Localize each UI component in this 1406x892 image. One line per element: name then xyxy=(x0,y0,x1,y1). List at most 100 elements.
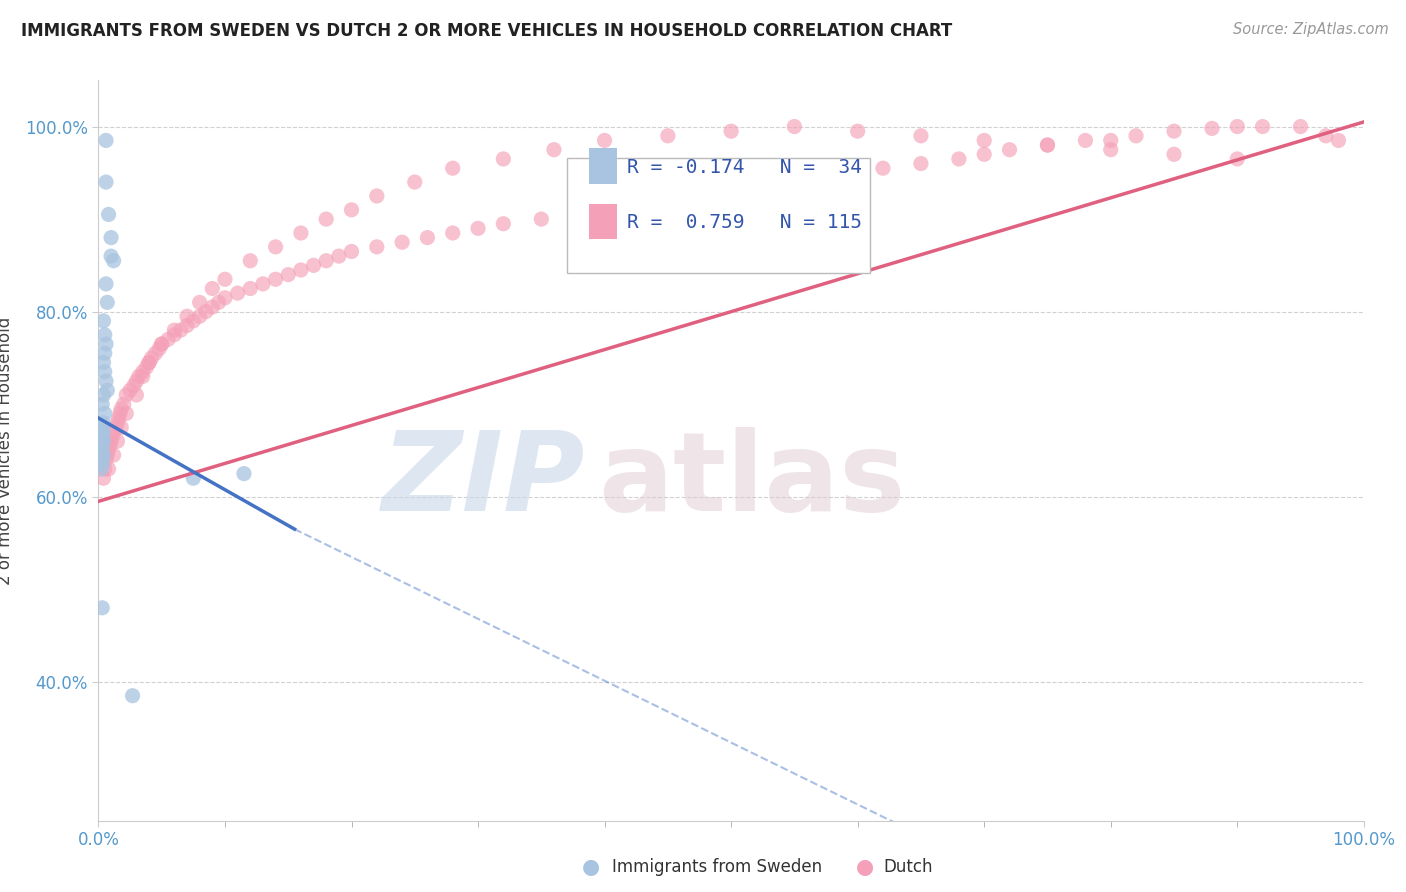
Point xyxy=(93,388,115,402)
Point xyxy=(96,448,118,462)
Point xyxy=(150,337,173,351)
Point xyxy=(93,327,117,342)
Point xyxy=(138,355,160,369)
Point xyxy=(110,420,132,434)
Point xyxy=(163,323,186,337)
Point xyxy=(93,314,115,328)
Point xyxy=(97,207,120,221)
Text: atlas: atlas xyxy=(599,426,905,533)
Point xyxy=(416,230,439,244)
Point xyxy=(1315,128,1337,143)
Point xyxy=(226,286,249,301)
Point xyxy=(93,448,115,462)
Point xyxy=(93,365,117,379)
Point xyxy=(1099,143,1122,157)
Point xyxy=(302,259,325,273)
Point xyxy=(1099,133,1122,147)
Point xyxy=(201,281,224,295)
Point xyxy=(340,202,363,217)
Point xyxy=(100,434,122,449)
Point xyxy=(1327,133,1350,147)
Point xyxy=(846,124,869,138)
Point xyxy=(97,443,120,458)
Point xyxy=(100,249,122,263)
Point xyxy=(492,152,515,166)
Point xyxy=(163,327,186,342)
Point xyxy=(94,452,117,467)
Point xyxy=(340,244,363,259)
Point xyxy=(93,407,117,421)
Point xyxy=(148,342,170,356)
Point xyxy=(115,388,138,402)
Point xyxy=(467,221,489,235)
Point xyxy=(745,179,768,194)
Text: Source: ZipAtlas.com: Source: ZipAtlas.com xyxy=(1233,22,1389,37)
Point xyxy=(391,235,413,250)
Point xyxy=(366,189,388,203)
Point xyxy=(208,295,231,310)
Point xyxy=(1226,152,1249,166)
Point xyxy=(1163,147,1185,161)
Point xyxy=(441,161,464,176)
Text: R =  0.759   N = 115: R = 0.759 N = 115 xyxy=(627,213,862,232)
Point xyxy=(530,212,553,227)
Text: IMMIGRANTS FROM SWEDEN VS DUTCH 2 OR MORE VEHICLES IN HOUSEHOLD CORRELATION CHAR: IMMIGRANTS FROM SWEDEN VS DUTCH 2 OR MOR… xyxy=(21,22,952,40)
Point xyxy=(101,429,124,443)
Point xyxy=(145,346,166,360)
Point xyxy=(948,152,970,166)
Point xyxy=(366,240,388,254)
Point xyxy=(1074,133,1097,147)
Point xyxy=(91,452,114,467)
Point xyxy=(91,458,114,472)
FancyBboxPatch shape xyxy=(589,204,617,239)
Text: ●: ● xyxy=(856,857,873,877)
Point xyxy=(543,143,565,157)
Point xyxy=(619,198,641,212)
Point xyxy=(290,226,312,240)
Point xyxy=(910,128,932,143)
FancyBboxPatch shape xyxy=(589,148,617,184)
Point xyxy=(110,401,132,416)
Point xyxy=(264,272,287,286)
Point xyxy=(872,161,894,176)
Point xyxy=(568,207,591,221)
Y-axis label: 2 or more Vehicles in Household: 2 or more Vehicles in Household xyxy=(0,317,14,584)
Point xyxy=(91,397,114,411)
Point xyxy=(125,388,148,402)
Point xyxy=(194,304,218,318)
Point xyxy=(183,314,205,328)
Point xyxy=(132,365,155,379)
Point xyxy=(910,156,932,170)
Point xyxy=(1163,124,1185,138)
Text: R = -0.174   N =  34: R = -0.174 N = 34 xyxy=(627,158,862,178)
Point xyxy=(93,434,115,449)
Point xyxy=(108,407,131,421)
Point xyxy=(157,332,180,346)
Point xyxy=(973,133,995,147)
Point xyxy=(1036,138,1059,153)
Text: Immigrants from Sweden: Immigrants from Sweden xyxy=(612,858,821,876)
Point xyxy=(188,295,211,310)
Point xyxy=(404,175,426,189)
Point xyxy=(93,355,115,369)
Point xyxy=(107,434,129,449)
Point xyxy=(239,253,262,268)
Point xyxy=(593,202,616,217)
Point xyxy=(593,133,616,147)
Point xyxy=(1251,120,1274,134)
Point xyxy=(846,166,869,180)
Point xyxy=(100,230,122,244)
Point xyxy=(657,194,679,208)
Point xyxy=(176,310,198,324)
Point xyxy=(94,277,117,291)
Point xyxy=(91,439,114,453)
Point xyxy=(107,411,129,425)
Point xyxy=(91,600,114,615)
Point xyxy=(441,226,464,240)
Point xyxy=(135,360,157,375)
Point xyxy=(973,147,995,161)
Point xyxy=(93,346,117,360)
Point xyxy=(315,253,337,268)
Point xyxy=(91,429,114,443)
Point xyxy=(97,462,120,476)
